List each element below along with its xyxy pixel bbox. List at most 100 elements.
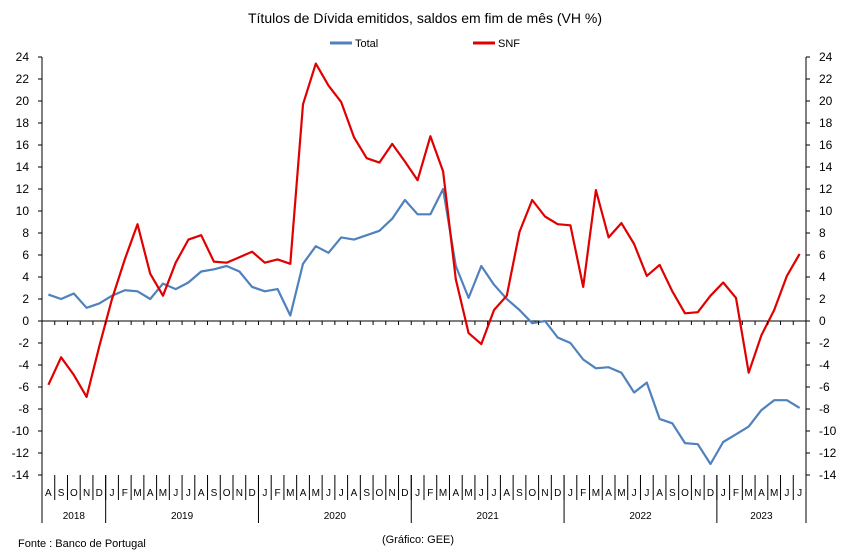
month-label: D xyxy=(554,488,561,499)
month-label: J xyxy=(797,488,802,499)
y-tick-label-left: 4 xyxy=(22,270,29,284)
month-label: M xyxy=(617,488,625,499)
month-label: J xyxy=(644,488,649,499)
month-label: D xyxy=(401,488,408,499)
y-tick-label-right: 22 xyxy=(819,72,833,86)
month-label: J xyxy=(784,488,789,499)
month-label: F xyxy=(275,488,281,499)
y-tick-label-right: 18 xyxy=(819,116,833,130)
y-tick-label-left: 24 xyxy=(16,50,30,64)
y-tick-label-right: 10 xyxy=(819,204,833,218)
month-label: M xyxy=(286,488,294,499)
month-label: J xyxy=(186,488,191,499)
month-label: M xyxy=(745,488,753,499)
series-line-snf xyxy=(47,62,801,398)
y-tick-label-left: 20 xyxy=(16,94,30,108)
y-tick-label-right: 4 xyxy=(819,270,826,284)
y-tick-label-left: -14 xyxy=(12,468,30,482)
y-tick-label-left: 16 xyxy=(16,138,30,152)
y-tick-label-left: -8 xyxy=(18,402,29,416)
month-label: O xyxy=(681,488,689,499)
month-label: S xyxy=(669,488,676,499)
month-label: N xyxy=(83,488,90,499)
y-tick-label-left: 10 xyxy=(16,204,30,218)
month-label: A xyxy=(45,488,52,499)
legend-label-total: Total xyxy=(355,38,378,50)
y-tick-label-right: -10 xyxy=(819,424,837,438)
month-label: S xyxy=(516,488,523,499)
y-tick-label-right: 8 xyxy=(819,226,826,240)
month-label: N xyxy=(389,488,396,499)
month-label: O xyxy=(528,488,536,499)
month-label: J xyxy=(326,488,331,499)
month-label: J xyxy=(415,488,420,499)
legend-label-snf: SNF xyxy=(498,38,520,50)
y-tick-label-left: 18 xyxy=(16,116,30,130)
month-label: A xyxy=(503,488,510,499)
month-label: M xyxy=(592,488,600,499)
y-tick-label-right: 0 xyxy=(819,314,826,328)
month-label: M xyxy=(439,488,447,499)
y-tick-label-left: 2 xyxy=(22,292,29,306)
y-tick-label-left: -6 xyxy=(18,380,29,394)
month-label: D xyxy=(96,488,103,499)
y-tick-label-right: 12 xyxy=(819,182,833,196)
year-label: 2023 xyxy=(750,511,773,522)
month-label: D xyxy=(707,488,714,499)
year-label: 2021 xyxy=(477,511,500,522)
source-note: Fonte : Banco de Portugal xyxy=(18,538,146,550)
month-label: M xyxy=(133,488,141,499)
chart-title: Títulos de Dívida emitidos, saldos em fi… xyxy=(248,10,602,26)
month-label: F xyxy=(122,488,128,499)
y-tick-label-left: 8 xyxy=(22,226,29,240)
y-tick-label-left: -2 xyxy=(18,336,29,350)
y-tick-label-right: 14 xyxy=(819,160,833,174)
y-tick-label-right: 16 xyxy=(819,138,833,152)
month-label: A xyxy=(452,488,459,499)
y-tick-label-left: 0 xyxy=(22,314,29,328)
month-label: A xyxy=(758,488,765,499)
y-tick-label-left: -10 xyxy=(12,424,30,438)
month-label: M xyxy=(464,488,472,499)
month-label: O xyxy=(376,488,384,499)
year-label: 2019 xyxy=(171,511,194,522)
month-label: A xyxy=(605,488,612,499)
y-tick-label-right: 6 xyxy=(819,248,826,262)
y-tick-label-right: 2 xyxy=(819,292,826,306)
month-label: D xyxy=(248,488,255,499)
y-tick-label-right: -4 xyxy=(819,358,830,372)
month-label: J xyxy=(262,488,267,499)
chart-credit: (Gráfico: GEE) xyxy=(382,534,454,546)
month-label: A xyxy=(198,488,205,499)
month-label: F xyxy=(580,488,586,499)
month-label: J xyxy=(173,488,178,499)
y-tick-label-right: 20 xyxy=(819,94,833,108)
month-label: O xyxy=(70,488,78,499)
month-label: M xyxy=(770,488,778,499)
y-tick-label-right: 24 xyxy=(819,50,833,64)
month-label: J xyxy=(492,488,497,499)
y-tick-label-left: 22 xyxy=(16,72,30,86)
month-label: S xyxy=(363,488,370,499)
month-label: J xyxy=(721,488,726,499)
year-label: 2020 xyxy=(324,511,347,522)
y-tick-label-left: 12 xyxy=(16,182,30,196)
y-tick-label-left: -4 xyxy=(18,358,29,372)
year-label: 2018 xyxy=(63,511,86,522)
month-label: A xyxy=(147,488,154,499)
month-label: J xyxy=(110,488,115,499)
month-label: A xyxy=(300,488,307,499)
series-lines xyxy=(47,62,801,466)
year-label: 2022 xyxy=(629,511,652,522)
legend: Total SNF xyxy=(330,38,520,50)
month-label: A xyxy=(656,488,663,499)
y-tick-label-right: -6 xyxy=(819,380,830,394)
y-tick-label-left: -12 xyxy=(12,446,30,460)
month-label: N xyxy=(541,488,548,499)
month-label: A xyxy=(351,488,358,499)
month-label: F xyxy=(733,488,739,499)
y-tick-label-right: -8 xyxy=(819,402,830,416)
